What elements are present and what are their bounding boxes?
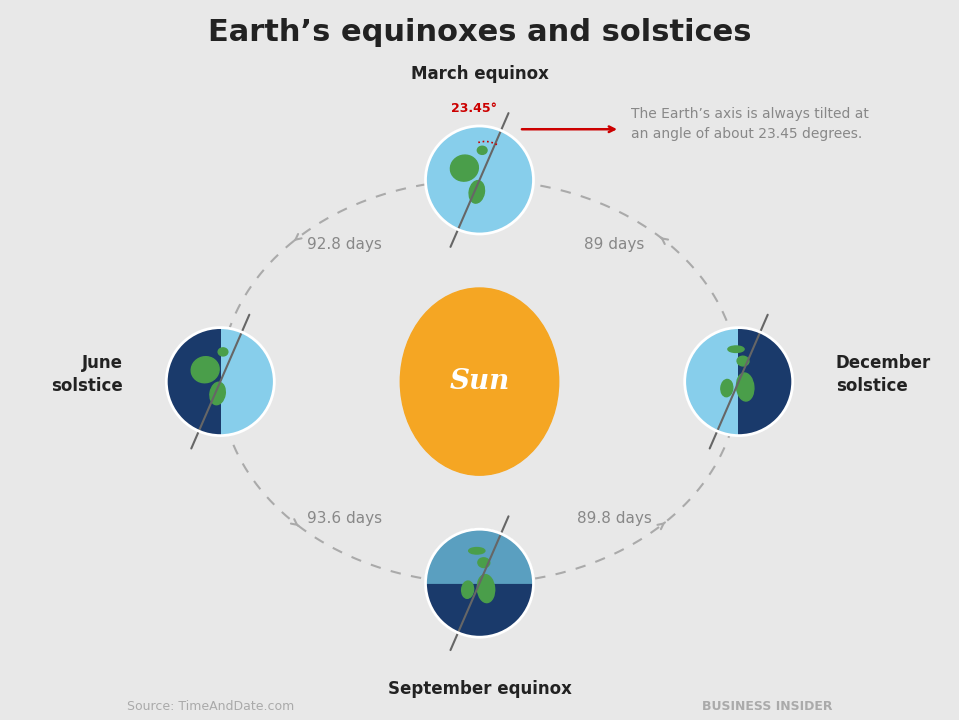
Text: Source: TimeAndDate.com: Source: TimeAndDate.com: [127, 700, 294, 713]
Ellipse shape: [218, 348, 228, 356]
Text: December
solstice: December solstice: [836, 354, 931, 395]
Circle shape: [426, 529, 533, 637]
Ellipse shape: [478, 575, 495, 603]
Circle shape: [166, 328, 274, 436]
Ellipse shape: [478, 558, 490, 567]
Text: March equinox: March equinox: [410, 65, 549, 83]
Text: 23.45°: 23.45°: [451, 102, 497, 114]
Ellipse shape: [721, 379, 733, 397]
Ellipse shape: [451, 155, 479, 181]
Circle shape: [426, 529, 533, 637]
Ellipse shape: [210, 382, 225, 405]
Ellipse shape: [400, 288, 559, 475]
Ellipse shape: [191, 356, 220, 383]
Text: 92.8 days: 92.8 days: [307, 237, 382, 252]
Ellipse shape: [469, 181, 484, 203]
Ellipse shape: [737, 373, 754, 401]
Ellipse shape: [737, 356, 749, 366]
Circle shape: [426, 126, 533, 234]
Text: 89.8 days: 89.8 days: [577, 511, 652, 526]
Text: The Earth’s axis is always tilted at
an angle of about 23.45 degrees.: The Earth’s axis is always tilted at an …: [631, 107, 869, 141]
Text: 93.6 days: 93.6 days: [307, 511, 383, 526]
Circle shape: [685, 328, 793, 436]
Wedge shape: [738, 328, 793, 436]
Text: BUSINESS INSIDER: BUSINESS INSIDER: [702, 700, 832, 713]
Ellipse shape: [728, 346, 744, 353]
Ellipse shape: [469, 548, 485, 554]
Ellipse shape: [461, 581, 474, 598]
Text: September equinox: September equinox: [387, 680, 572, 698]
Ellipse shape: [478, 146, 487, 154]
Wedge shape: [166, 328, 221, 436]
Text: June
solstice: June solstice: [52, 354, 123, 395]
Text: 89 days: 89 days: [584, 237, 644, 252]
Text: Sun: Sun: [450, 368, 509, 395]
Wedge shape: [426, 529, 533, 583]
Text: Earth’s equinoxes and solstices: Earth’s equinoxes and solstices: [208, 18, 751, 47]
